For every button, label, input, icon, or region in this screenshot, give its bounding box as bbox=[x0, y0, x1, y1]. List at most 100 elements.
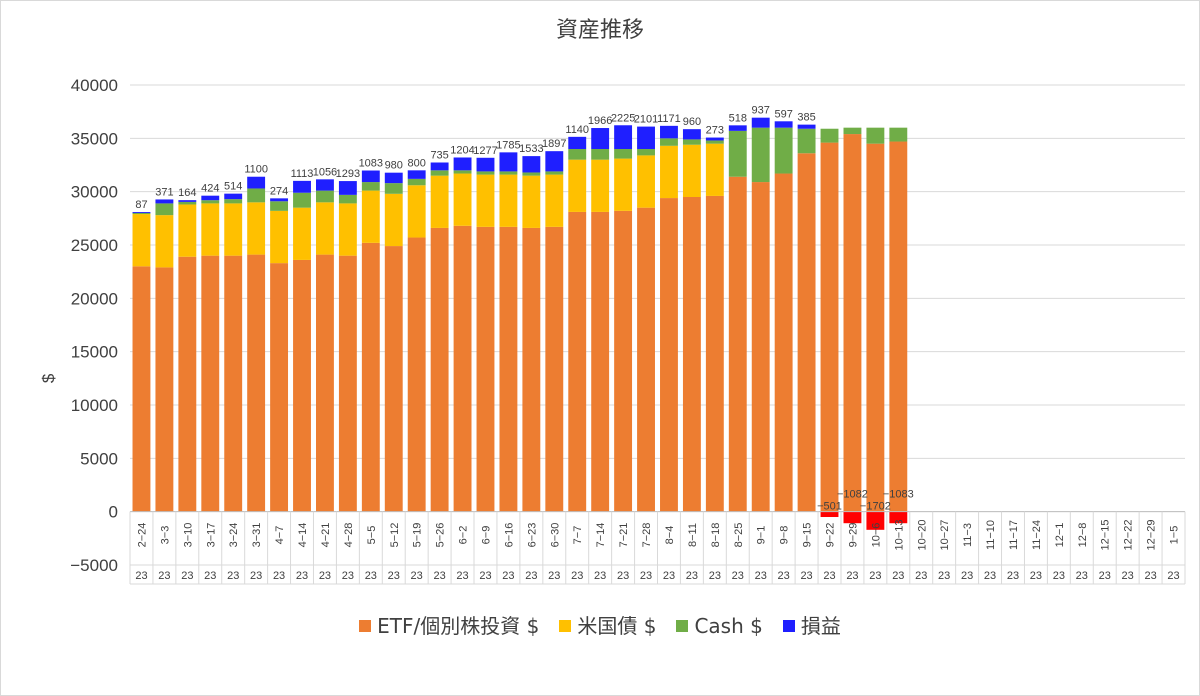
data-label: 1140 bbox=[565, 124, 589, 136]
data-label: 164 bbox=[178, 187, 196, 199]
x-tick-label: 3−17 bbox=[205, 523, 217, 548]
x-year-label: 23 bbox=[365, 570, 377, 582]
bar-0-8-11 bbox=[682, 197, 701, 512]
bar-1-4-7 bbox=[270, 210, 289, 264]
chart-title: 資産推移 bbox=[555, 18, 644, 43]
bar-0-7-14 bbox=[591, 211, 610, 512]
legend-item: Cash $ bbox=[676, 614, 763, 638]
data-label: 371 bbox=[155, 186, 173, 198]
bar-3-6-30 bbox=[545, 151, 564, 172]
bar-0-3-31 bbox=[247, 254, 266, 512]
y-tick-label: 0 bbox=[109, 503, 118, 522]
bar-2-3-24 bbox=[224, 199, 243, 204]
bar-3-9-15 bbox=[797, 124, 816, 129]
legend-item: ETF/個別株投資 $ bbox=[359, 610, 539, 639]
bar-2-3-10 bbox=[178, 201, 197, 205]
bar-0-6-23 bbox=[522, 227, 541, 512]
x-tick-label: 6−30 bbox=[549, 523, 561, 548]
bar-3-6-23 bbox=[522, 156, 541, 173]
x-year-label: 23 bbox=[319, 570, 331, 582]
legend-label: ETF/個別株投資 $ bbox=[377, 614, 540, 638]
legend-item: 損益 bbox=[782, 610, 841, 639]
x-year-label: 23 bbox=[709, 570, 721, 582]
bar-3-8-25 bbox=[728, 125, 747, 131]
x-tick-label: 4−7 bbox=[274, 526, 286, 545]
bar-0-6-9 bbox=[476, 226, 495, 512]
bar-1-6-30 bbox=[545, 174, 564, 227]
x-tick-label: 6−16 bbox=[503, 523, 515, 548]
bar-2-9-1 bbox=[751, 127, 770, 183]
x-tick-label: 7−14 bbox=[595, 523, 607, 548]
x-year-label: 23 bbox=[250, 570, 262, 582]
bar-0-9-1 bbox=[751, 182, 770, 512]
x-year-label: 23 bbox=[273, 570, 285, 582]
x-tick-label: 10−6 bbox=[870, 523, 882, 548]
bar-3-3-31 bbox=[247, 176, 266, 189]
data-label: 385 bbox=[797, 112, 815, 124]
x-year-label: 23 bbox=[617, 570, 629, 582]
data-label: 1204 bbox=[450, 144, 474, 156]
bar-2-10-6 bbox=[866, 127, 885, 144]
bar-3-4-14 bbox=[293, 180, 311, 193]
x-year-label: 23 bbox=[296, 570, 308, 582]
bar-neg-9-22 bbox=[820, 511, 839, 518]
data-label: 1533 bbox=[519, 143, 543, 155]
legend-swatch bbox=[559, 619, 572, 632]
bar-0-6-30 bbox=[545, 226, 564, 512]
x-year-label: 23 bbox=[525, 570, 537, 582]
x-year-label: 23 bbox=[800, 570, 812, 582]
bar-3-7-28 bbox=[637, 126, 655, 149]
bar-1-7-21 bbox=[614, 158, 633, 211]
data-label: 937 bbox=[752, 105, 770, 117]
x-tick-label: 7−21 bbox=[618, 523, 630, 548]
x-year-label: 23 bbox=[938, 570, 950, 582]
bar-2-8-18 bbox=[705, 140, 724, 144]
bar-2-6-23 bbox=[522, 172, 541, 176]
bar-3-8-4 bbox=[660, 125, 678, 139]
bar-2-9-15 bbox=[797, 128, 816, 154]
x-tick-label: 8−4 bbox=[664, 526, 676, 545]
bar-1-3-10 bbox=[178, 204, 197, 257]
bar-1-6-23 bbox=[522, 175, 541, 228]
bar-0-4-14 bbox=[293, 259, 311, 512]
bar-3-4-21 bbox=[316, 179, 334, 191]
x-tick-label: 10−27 bbox=[939, 520, 951, 551]
x-tick-label: 6−23 bbox=[526, 523, 538, 548]
data-label: −501 bbox=[817, 501, 842, 513]
bar-0-9-22 bbox=[820, 142, 839, 512]
data-label: 1966 bbox=[588, 115, 612, 127]
bar-0-9-15 bbox=[797, 153, 816, 512]
bar-2-9-8 bbox=[774, 127, 793, 174]
x-tick-label: 4−28 bbox=[343, 523, 355, 548]
bar-3-8-18 bbox=[705, 137, 724, 141]
x-year-label: 23 bbox=[204, 570, 216, 582]
x-year-label: 23 bbox=[181, 570, 193, 582]
x-year-label: 23 bbox=[388, 570, 400, 582]
x-tick-label: 6−2 bbox=[458, 526, 470, 545]
x-year-label: 23 bbox=[1144, 570, 1156, 582]
x-tick-label: 3−24 bbox=[228, 523, 240, 548]
bar-neg-10-13 bbox=[889, 511, 908, 524]
bar-0-7-28 bbox=[637, 207, 655, 512]
x-tick-label: 5−5 bbox=[366, 526, 378, 545]
bar-3-7-7 bbox=[568, 136, 587, 149]
bar-2-4-7 bbox=[270, 201, 289, 211]
bar-3-4-28 bbox=[338, 181, 357, 195]
bar-0-5-12 bbox=[384, 246, 403, 512]
bar-1-5-26 bbox=[430, 175, 449, 228]
x-tick-label: 6−9 bbox=[480, 526, 492, 545]
x-year-label: 23 bbox=[778, 570, 790, 582]
bar-0-8-18 bbox=[705, 195, 724, 512]
y-tick-label: 25000 bbox=[71, 236, 118, 255]
bar-3-5-12 bbox=[384, 172, 403, 184]
x-year-label: 23 bbox=[135, 570, 147, 582]
bar-3-5-26 bbox=[430, 162, 449, 171]
x-year-label: 23 bbox=[1076, 570, 1088, 582]
y-tick-label: 20000 bbox=[71, 289, 118, 308]
x-tick-label: 12−1 bbox=[1054, 523, 1066, 548]
bar-2-5-12 bbox=[384, 183, 403, 194]
bar-0-6-2 bbox=[453, 225, 472, 512]
x-year-label: 23 bbox=[158, 570, 170, 582]
bar-1-7-14 bbox=[591, 159, 610, 212]
